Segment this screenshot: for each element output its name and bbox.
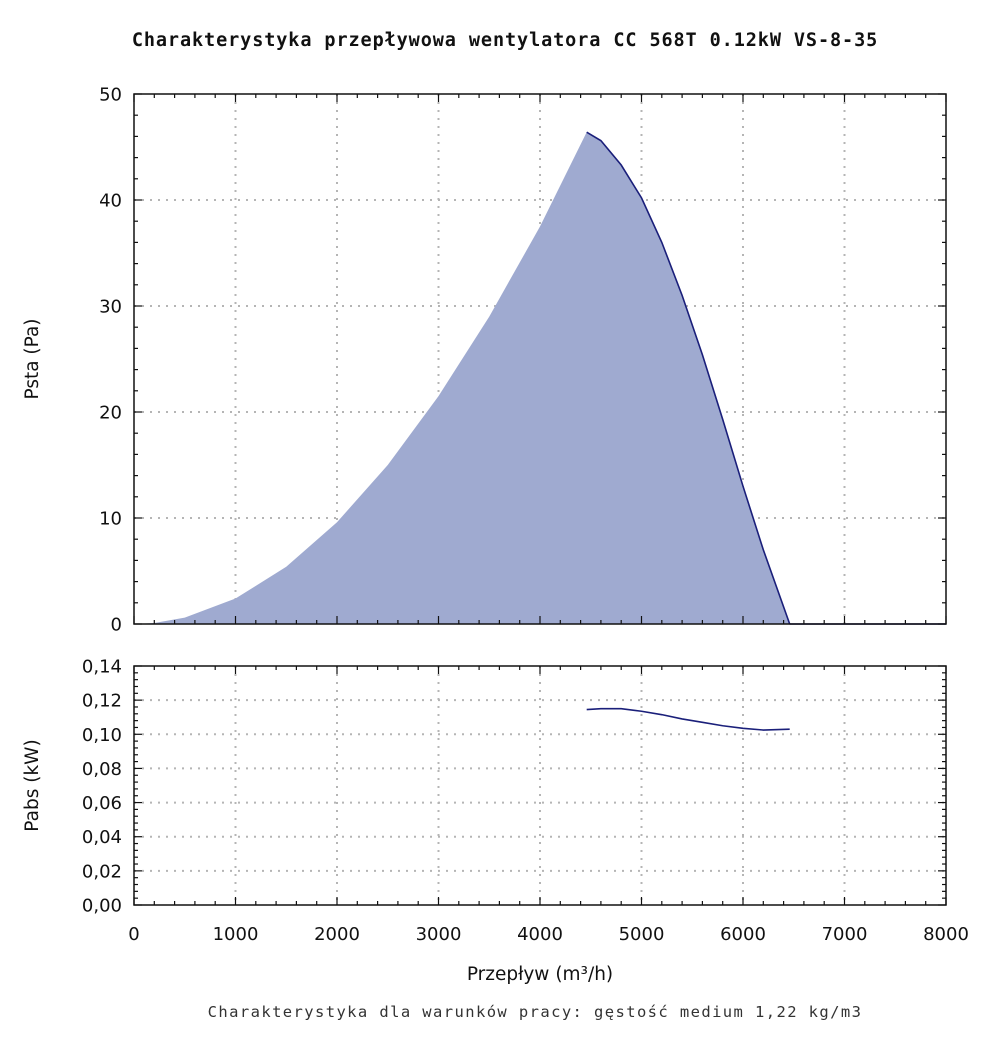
x-tick-label: 4000 [517,924,563,945]
y-tick-label: 40 [99,191,122,212]
power-chart-panel: 0,00 0,02 0,04 0,06 0,08 0,10 0,12 0,14 0 1000 200… [22,657,969,946]
x-tick-label: 3000 [416,924,462,945]
pressure-area [134,132,790,624]
x-tick-label: 0 [128,924,139,945]
x-tick-label: 8000 [923,924,969,945]
chart-title: Charakterystyka przepływowa wentylatora … [132,30,878,51]
y-tick-label: 20 [99,403,122,424]
y-tick-label: 0,08 [82,759,122,780]
y-tick-label: 0,02 [82,861,122,882]
x-tick-label: 7000 [822,924,868,945]
plot-frame [133,665,947,906]
y-tick-label: 50 [99,85,122,106]
x-tick-label: 1000 [213,924,259,945]
x-tick-label: 5000 [619,924,665,945]
operating-conditions-note: Charakterystyka dla warunków pracy: gęst… [208,1003,863,1021]
y-axis-title: Psta (Pa) [22,318,43,399]
y-tick-label: 10 [99,509,122,530]
y-tick-label: 0,00 [82,896,122,917]
power-curve [586,707,790,731]
y-tick-label: 0,12 [82,691,122,712]
y-tick-label: 0,10 [82,725,122,746]
x-axis-title: Przepływ (m³/h) [467,964,613,985]
pressure-chart-panel: 0 10 20 30 40 50 Psta (Pa) [22,85,947,636]
y-tick-label: 0,06 [82,793,122,814]
y-axis-title: Pabs (kW) [22,739,43,831]
x-tick-label: 6000 [720,924,766,945]
x-tick-label: 2000 [314,924,360,945]
y-tick-label: 30 [99,297,122,318]
y-tick-label: 0,14 [82,657,122,678]
pressure-curve [586,131,791,625]
y-tick-label: 0,04 [82,827,122,848]
y-tick-label: 0 [111,615,122,636]
